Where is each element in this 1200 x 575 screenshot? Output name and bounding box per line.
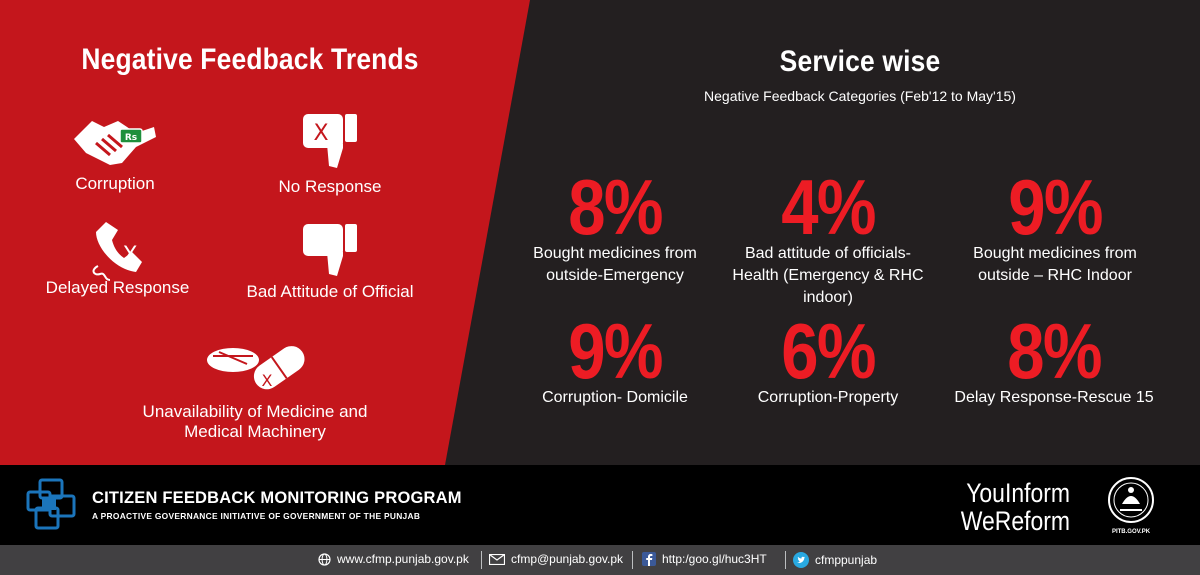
category-label-line1: Unavailability of Medicine and — [142, 402, 368, 421]
website-link[interactable]: www.cfmp.punjab.gov.pk — [318, 552, 469, 566]
cfmp-logo-icon — [26, 478, 76, 530]
thumbs-down-x-icon: X — [303, 114, 357, 168]
stat-desc-line2: outside – RHC Indoor — [978, 267, 1132, 284]
twitter-icon — [793, 552, 809, 568]
stat-desc-line2: Health (Emergency & RHC — [732, 267, 924, 284]
stat-desc-line1: Bought medicines from — [973, 245, 1137, 262]
svg-text:X: X — [262, 371, 273, 390]
category-delayed-response: X Delayed Response — [30, 218, 205, 298]
program-subtitle: A PROACTIVE GOVERNANCE INITIATIVE OF GOV… — [92, 511, 421, 521]
infographic-area: Negative Feedback Trends Rs Corruption X… — [0, 0, 1200, 465]
divider — [632, 551, 633, 569]
phone-x-icon: X — [92, 222, 142, 281]
contact-bar: www.cfmp.punjab.gov.pk cfmp@punjab.gov.p… — [0, 545, 1200, 575]
twitter-link[interactable]: cfmppunjab — [793, 552, 877, 568]
stat-value: 9% — [568, 307, 663, 395]
right-panel-subtitle: Negative Feedback Categories (Feb'12 to … — [704, 88, 1016, 104]
right-panel-title: Service wise — [779, 45, 941, 78]
stat-desc-line2: outside-Emergency — [546, 267, 684, 284]
left-panel-title: Negative Feedback Trends — [81, 43, 419, 76]
category-unavailability: X Unavailability of Medicine and Medical… — [95, 330, 415, 442]
thumbs-down-icon — [303, 224, 357, 276]
stat-card: 6% Corruption-Property — [718, 307, 938, 408]
category-corruption: Rs Corruption — [40, 113, 190, 194]
stat-desc-line1: Bad attitude of officials- — [744, 245, 912, 262]
handshake-money-icon: Rs — [74, 121, 156, 165]
divider — [785, 551, 786, 569]
stat-value: 6% — [781, 307, 876, 395]
email-link[interactable]: cfmp@punjab.gov.pk — [489, 552, 623, 566]
stat-desc-line3: indoor) — [803, 289, 853, 306]
stat-desc-line1: Corruption- Domicile — [542, 389, 688, 406]
svg-text:X: X — [122, 243, 137, 268]
stat-desc-line1: Corruption-Property — [757, 389, 899, 406]
slogan-line1: YouInform — [966, 478, 1070, 508]
pitb-emblem-icon — [1108, 477, 1154, 523]
stat-card: 9% Corruption- Domicile — [515, 307, 715, 408]
slogan: YouInform WeReform — [943, 478, 1070, 536]
category-label: Corruption — [75, 174, 155, 193]
stat-desc-line1: Bought medicines from — [533, 245, 697, 262]
stat-card: 4% Bad attitude of officials- Health (Em… — [718, 163, 938, 308]
facebook-link[interactable]: http:/goo.gl/huc3HT — [642, 552, 767, 566]
category-no-response: X No Response — [255, 110, 405, 197]
stat-card: 8% Delay Response-Rescue 15 — [938, 307, 1170, 408]
facebook-icon — [642, 552, 656, 566]
email-text: cfmp@punjab.gov.pk — [511, 552, 624, 566]
twitter-text: cfmppunjab — [815, 553, 878, 567]
svg-text:X: X — [313, 121, 328, 146]
stat-card: 8% Bought medicines from outside-Emergen… — [515, 163, 715, 286]
footer — [0, 465, 1200, 545]
stat-card: 9% Bought medicines from outside – RHC I… — [945, 163, 1165, 286]
category-label: Delayed Response — [45, 278, 190, 297]
website-text: www.cfmp.punjab.gov.pk — [337, 552, 469, 566]
slogan-line2: WeReform — [960, 506, 1070, 536]
category-bad-attitude: Bad Attitude of Official — [230, 220, 430, 302]
pills-x-icon: X — [207, 346, 305, 390]
svg-text:Rs: Rs — [125, 133, 137, 143]
globe-icon — [318, 552, 331, 566]
stat-desc-line1: Delay Response-Rescue 15 — [954, 389, 1154, 406]
program-title: CITIZEN FEEDBACK MONITORING PROGRAM — [92, 489, 462, 507]
facebook-text: http:/goo.gl/huc3HT — [662, 552, 767, 566]
category-label: No Response — [278, 177, 382, 196]
stat-value: 8% — [1007, 307, 1102, 395]
stat-value: 4% — [781, 163, 876, 251]
stat-value: 9% — [1008, 163, 1103, 251]
envelope-icon — [489, 553, 505, 565]
emblem-label: PITB.GOV.PK — [1111, 529, 1151, 535]
category-label-line2: Medical Machinery — [184, 422, 326, 441]
stat-value: 8% — [568, 163, 663, 251]
category-label: Bad Attitude of Official — [246, 282, 414, 301]
divider — [481, 551, 482, 569]
